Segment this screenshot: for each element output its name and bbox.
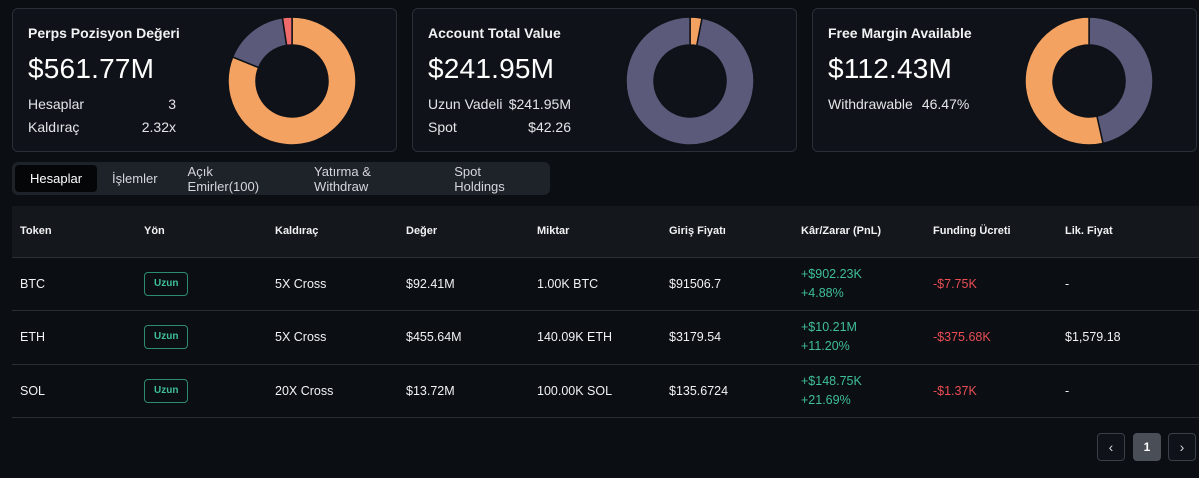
account-donut-chart xyxy=(625,16,755,146)
tab-deposit-withdraw[interactable]: Yatırma & Withdraw xyxy=(314,163,371,194)
pnl-amount: +$148.75K xyxy=(801,373,862,388)
cell-amount: 140.09K ETH xyxy=(537,330,613,345)
cell-pnl: +$10.21M +11.20% xyxy=(793,311,925,365)
cell-token: BTC xyxy=(20,276,45,291)
header-leverage: Kaldıraç xyxy=(267,206,398,258)
stat-label: Withdrawable xyxy=(828,96,913,112)
donut-slice-eth[interactable] xyxy=(227,16,357,146)
chevron-left-icon[interactable]: ‹ xyxy=(1097,433,1125,461)
tab-trades[interactable]: İşlemler xyxy=(112,171,158,186)
pnl-percent: +21.69% xyxy=(801,392,851,407)
cell-liq-price: - xyxy=(1065,276,1070,291)
perps-position-card: Perps Pozisyon Değeri $561.77M Hesaplar … xyxy=(12,8,397,152)
cell-value: $92.41M xyxy=(406,276,455,291)
summary-cards: Perps Pozisyon Değeri $561.77M Hesaplar … xyxy=(12,8,1197,152)
chevron-right-icon[interactable]: › xyxy=(1168,433,1196,461)
stat-row-long-term: Uzun Vadeli $241.95M xyxy=(428,96,571,112)
stat-value: 2.32x xyxy=(141,119,176,135)
stat-label: Hesaplar xyxy=(28,96,85,112)
cell-amount: 1.00K BTC xyxy=(537,276,599,291)
donut-slice-other[interactable] xyxy=(1024,16,1104,146)
header-liq-price: Lik. Fiyat xyxy=(1057,206,1199,258)
stat-label: Kaldıraç xyxy=(28,119,80,135)
tab-bar: Hesaplar İşlemler Açık Emirler(100) Yatı… xyxy=(12,162,550,195)
pnl-amount: +$10.21M xyxy=(801,320,857,335)
stat-row-accounts: Hesaplar 3 xyxy=(28,96,176,112)
cell-leverage: 20X Cross xyxy=(275,383,334,398)
table-row[interactable]: BTC Uzun 5X Cross $92.41M 1.00K BTC $915… xyxy=(12,257,1199,311)
donut-slice-withdrawable[interactable] xyxy=(1088,16,1154,145)
cell-pnl: +$902.23K +4.88% xyxy=(793,257,925,311)
stat-row-withdrawable: Withdrawable 46.47% xyxy=(828,96,976,112)
card-title: Free Margin Available xyxy=(828,25,972,41)
card-title: Account Total Value xyxy=(428,25,561,41)
stat-label: Spot xyxy=(428,119,457,135)
cell-token: ETH xyxy=(20,330,45,345)
donut-slice-btc[interactable] xyxy=(231,16,288,69)
cell-liq-price: $1,579.18 xyxy=(1065,330,1121,345)
header-entry-price: Giriş Fiyatı xyxy=(661,206,793,258)
cell-amount: 100.00K SOL xyxy=(537,383,613,398)
margin-donut-chart xyxy=(1024,16,1154,146)
cell-leverage: 5X Cross xyxy=(275,276,327,291)
cell-side: Uzun xyxy=(136,311,267,365)
stat-value: 46.47% xyxy=(921,96,970,112)
cell-token: SOL xyxy=(20,383,46,398)
positions-table: Token Yön Kaldıraç Değer Miktar Giriş Fi… xyxy=(12,206,1199,418)
header-funding: Funding Ücreti xyxy=(925,206,1057,258)
cell-leverage: 5X Cross xyxy=(275,330,327,345)
side-badge: Uzun xyxy=(144,378,189,403)
cell-pnl: +$148.75K +21.69% xyxy=(793,364,925,418)
header-amount: Miktar xyxy=(529,206,661,258)
tab-open-orders[interactable]: Açık Emirler(100) xyxy=(187,163,260,194)
card-value: $112.43M xyxy=(828,53,953,84)
cell-entry-price: $3179.54 xyxy=(669,330,722,345)
tab-spot-holdings[interactable]: Spot Holdings xyxy=(454,163,505,194)
pnl-percent: +4.88% xyxy=(801,285,844,300)
header-token: Token xyxy=(12,206,136,258)
table-row[interactable]: ETH Uzun 5X Cross $455.64M 140.09K ETH $… xyxy=(12,311,1199,365)
stat-label: Uzun Vadeli xyxy=(428,96,503,112)
header-value: Değer xyxy=(398,206,529,258)
page-1-button[interactable]: 1 xyxy=(1133,433,1161,461)
donut-slice-uzun-vadeli[interactable] xyxy=(625,16,755,146)
cell-funding: -$1.37K xyxy=(933,383,977,398)
cell-side: Uzun xyxy=(136,257,267,311)
cell-value: $13.72M xyxy=(406,383,455,398)
side-badge: Uzun xyxy=(144,271,189,296)
stat-row-spot: Spot $42.26 xyxy=(428,119,571,135)
stat-row-leverage: Kaldıraç 2.32x xyxy=(28,119,176,135)
side-badge: Uzun xyxy=(144,325,189,350)
header-pnl: Kâr/Zarar (PnL) xyxy=(793,206,925,258)
table-row[interactable]: SOL Uzun 20X Cross $13.72M 100.00K SOL $… xyxy=(12,364,1199,418)
cell-value: $455.64M xyxy=(406,330,462,345)
pnl-percent: +11.20% xyxy=(801,339,850,354)
cell-funding: -$375.68K xyxy=(933,330,991,345)
cell-liq-price: - xyxy=(1065,383,1070,398)
pnl-amount: +$902.23K xyxy=(801,266,862,281)
tab-accounts[interactable]: Hesaplar xyxy=(15,165,98,192)
header-side: Yön xyxy=(136,206,267,258)
stat-value: $241.95M xyxy=(508,96,571,112)
position-donut-chart xyxy=(227,16,357,146)
cell-funding: -$7.75K xyxy=(933,276,977,291)
cell-side: Uzun xyxy=(136,364,267,418)
donut-slice-sol[interactable] xyxy=(281,16,293,47)
card-title: Perps Pozisyon Değeri xyxy=(28,25,180,41)
stat-value: $42.26 xyxy=(528,119,571,135)
stat-value: 3 xyxy=(168,96,176,112)
table-header-row: Token Yön Kaldıraç Değer Miktar Giriş Fi… xyxy=(12,206,1199,258)
cell-entry-price: $135.6724 xyxy=(669,383,729,398)
cell-entry-price: $91506.7 xyxy=(669,276,722,291)
card-value: $241.95M xyxy=(428,53,555,84)
card-value: $561.77M xyxy=(28,53,155,84)
free-margin-card: Free Margin Available $112.43M Withdrawa… xyxy=(812,8,1197,152)
account-total-card: Account Total Value $241.95M Uzun Vadeli… xyxy=(412,8,797,152)
